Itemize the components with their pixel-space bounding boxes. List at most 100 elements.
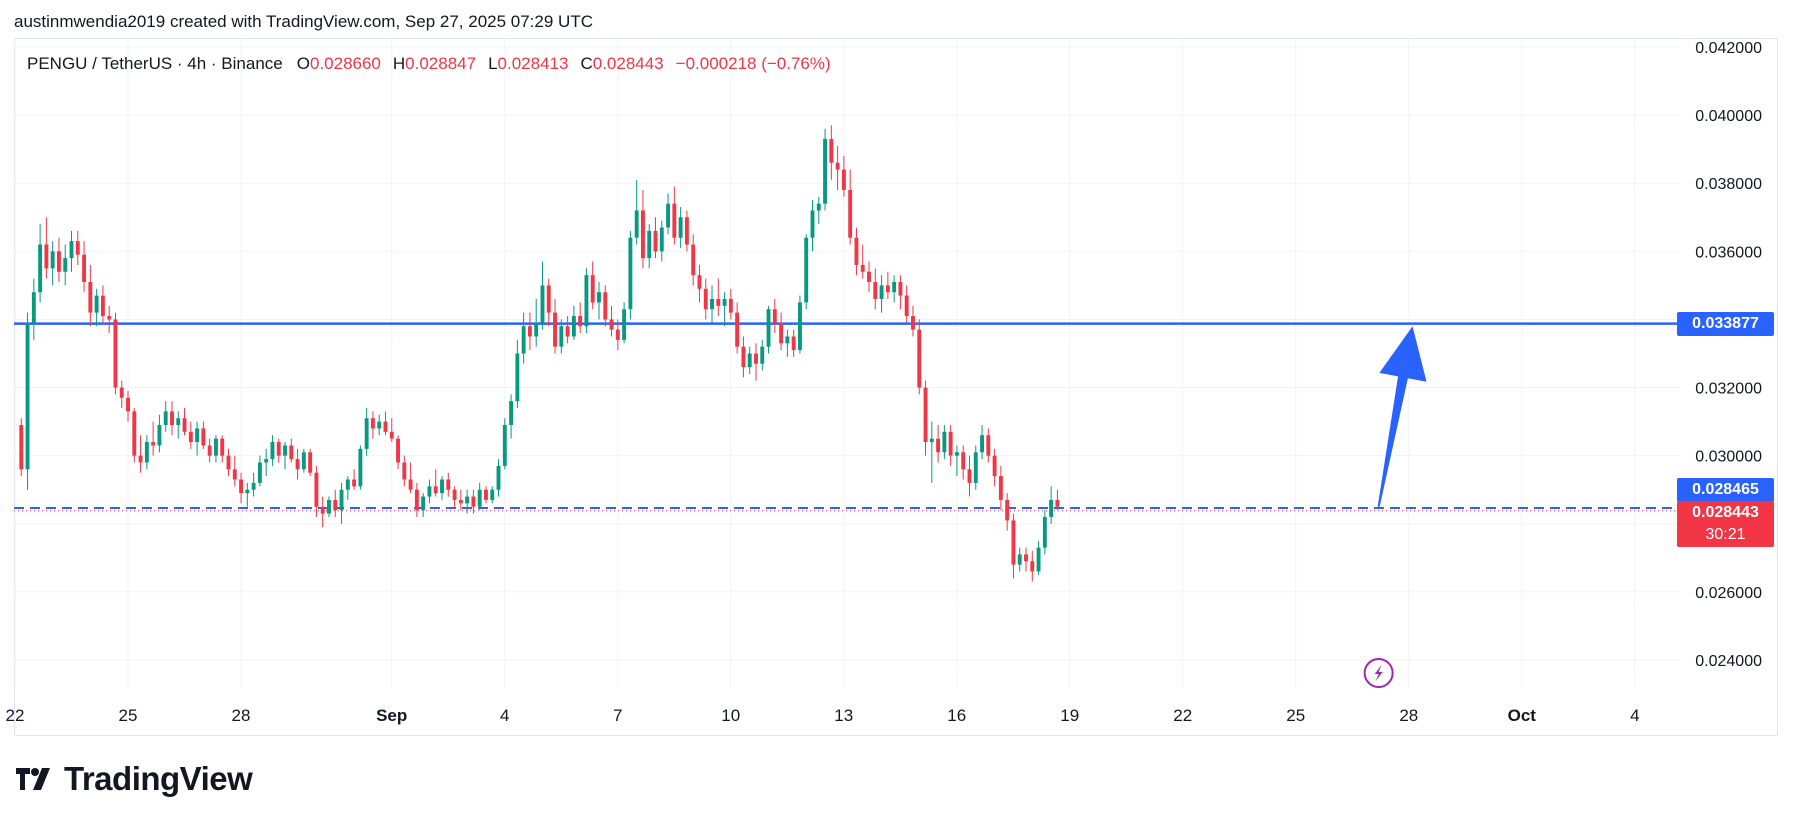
candle-body: [44, 244, 49, 269]
candle: [1055, 489, 1060, 511]
candle-body: [301, 452, 306, 470]
candle: [911, 305, 915, 337]
candle-body: [716, 299, 721, 306]
candle: [986, 428, 991, 463]
candle-body: [961, 452, 966, 470]
candle-body: [402, 462, 407, 480]
candle: [980, 425, 984, 460]
candle: [898, 275, 903, 310]
candle-body: [791, 336, 796, 351]
candle: [201, 421, 206, 449]
candle-body: [245, 489, 250, 494]
candle-body: [559, 326, 564, 347]
candle: [892, 275, 897, 303]
candle-body: [314, 472, 319, 507]
candle-body: [144, 442, 149, 463]
candle: [63, 244, 68, 286]
candle-body: [465, 496, 470, 504]
candle-body: [1024, 554, 1028, 562]
candle: [433, 469, 438, 497]
candle-body: [565, 326, 570, 337]
candle: [119, 380, 124, 408]
candle-body: [63, 258, 68, 272]
candle-body: [289, 445, 294, 460]
y-tick-label: 0.032000: [1695, 381, 1762, 398]
candle: [327, 496, 331, 517]
candle-body: [1017, 554, 1022, 565]
candle: [722, 292, 727, 327]
candle-body: [509, 401, 514, 426]
candle: [496, 459, 501, 497]
candle: [590, 261, 595, 310]
candle: [973, 445, 978, 490]
candle: [207, 438, 212, 463]
candle: [1042, 510, 1047, 555]
candle-body: [408, 479, 413, 490]
candle-body: [678, 217, 683, 238]
candle-body: [615, 329, 620, 340]
x-tick-label: 28: [1399, 706, 1418, 725]
x-tick-label: 13: [834, 706, 853, 725]
candle-body: [157, 425, 162, 446]
candle-body: [923, 387, 928, 443]
candle-body: [929, 438, 934, 443]
candle: [352, 469, 357, 490]
candle: [697, 264, 702, 303]
symbol-label[interactable]: PENGU / TetherUS · 4h · Binance: [27, 54, 283, 73]
attribution-text: austinmwendia2019 created with TradingVi…: [14, 12, 593, 31]
candle: [75, 230, 80, 265]
candle-body: [333, 499, 338, 511]
candle-body: [659, 227, 664, 252]
candle-body: [772, 309, 777, 323]
candle: [747, 346, 752, 374]
open-label: O: [296, 54, 310, 73]
candle-body: [766, 309, 771, 347]
candle-body: [484, 489, 488, 500]
candle: [867, 261, 871, 293]
candle: [370, 411, 375, 439]
candle-body: [1030, 561, 1035, 572]
candle: [1011, 513, 1016, 579]
candle: [565, 316, 570, 344]
candle: [710, 285, 714, 323]
candle-body: [427, 486, 432, 497]
candle: [226, 448, 231, 477]
tradingview-logo-icon: [16, 768, 50, 790]
candle: [785, 329, 790, 357]
candle-body: [345, 479, 350, 490]
y-tick-label: 0.036000: [1695, 244, 1762, 261]
low-label: L: [488, 54, 498, 73]
candle-body: [496, 465, 501, 490]
candle: [107, 305, 112, 334]
candle: [879, 275, 884, 313]
candle: [684, 210, 689, 252]
change-value: −0.000218 (−0.76%): [675, 54, 831, 73]
candle: [854, 227, 859, 276]
candle-body: [502, 425, 507, 466]
candle: [641, 190, 645, 269]
tradingview-logo[interactable]: TradingView: [16, 760, 253, 798]
candle: [69, 230, 74, 272]
candle: [57, 237, 61, 282]
candle-body: [590, 275, 595, 303]
candle-body: [553, 312, 557, 347]
candle-body: [414, 489, 419, 511]
candle-body: [848, 190, 853, 238]
candle: [220, 435, 225, 463]
low-value: 0.028413: [497, 54, 569, 73]
candle: [816, 196, 821, 225]
candle-body: [358, 448, 363, 487]
candle-body: [998, 476, 1003, 500]
candlestick-series: [19, 125, 1060, 582]
candle-body: [251, 482, 256, 490]
candle: [465, 489, 470, 514]
candle: [364, 407, 369, 456]
x-tick-label: Oct: [1508, 706, 1537, 725]
candle: [797, 295, 802, 354]
horizontal-lines: [14, 322, 1680, 512]
candle-body: [176, 418, 181, 426]
candle-body: [628, 237, 633, 310]
candle: [841, 155, 846, 197]
candle: [703, 278, 708, 320]
